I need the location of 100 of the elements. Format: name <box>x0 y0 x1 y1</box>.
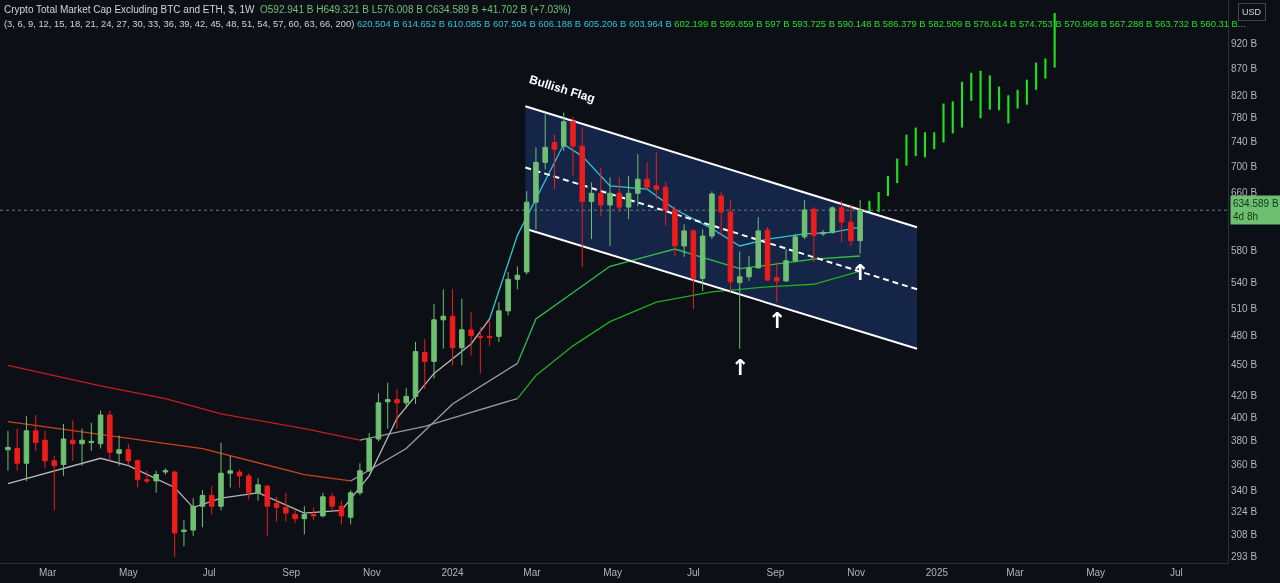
candlestick <box>635 153 641 207</box>
candlestick <box>616 176 623 213</box>
bar <box>988 75 991 110</box>
y-tick-label: 510 B <box>1231 302 1258 314</box>
candlestick <box>97 410 104 450</box>
candlestick <box>329 492 335 511</box>
bar <box>923 132 927 158</box>
candlestick <box>644 161 650 190</box>
candlestick <box>811 206 817 263</box>
x-tick-label: Jul <box>1169 567 1183 578</box>
candlestick <box>746 255 752 282</box>
candlestick <box>338 500 345 525</box>
y-tick-label: 400 B <box>1231 411 1258 423</box>
candlestick <box>88 422 95 452</box>
candlestick <box>5 430 11 472</box>
line-series <box>7 364 361 441</box>
candlestick <box>736 250 743 350</box>
candlestick <box>773 261 780 303</box>
x-tick-label: May <box>118 567 138 578</box>
candlestick <box>579 127 586 268</box>
candlestick <box>162 467 169 476</box>
candlestick <box>292 509 298 524</box>
candlestick <box>514 265 521 290</box>
candlestick <box>848 203 854 247</box>
y-tick-label: 293 B <box>1231 551 1258 563</box>
candlestick <box>533 146 539 230</box>
candlestick <box>236 468 243 488</box>
candlestick <box>431 303 437 380</box>
x-tick-label: May <box>1086 567 1106 578</box>
candlestick <box>181 519 187 547</box>
y-tick-label: 580 B <box>1231 245 1258 257</box>
candlestick <box>792 233 799 263</box>
candlestick <box>134 459 141 488</box>
candlestick <box>440 288 447 350</box>
candlestick <box>727 198 734 293</box>
candlestick <box>690 228 697 310</box>
y-tick-label: 870 B <box>1231 63 1258 75</box>
bar <box>998 86 1001 111</box>
candlestick <box>320 492 326 518</box>
x-tick-label: Nov <box>362 567 381 578</box>
candlestick <box>560 112 567 152</box>
bar <box>896 158 899 184</box>
candlestick <box>375 392 382 442</box>
y-tick-label: 660 B <box>1231 187 1258 199</box>
y-tick-label: 450 B <box>1231 358 1258 370</box>
y-tick-label: 340 B <box>1231 484 1258 496</box>
candlestick <box>384 382 391 430</box>
y-tick-label: 380 B <box>1231 434 1258 446</box>
candlestick <box>347 489 354 525</box>
candlestick <box>598 167 604 217</box>
x-tick-label: Nov <box>847 567 866 578</box>
y-tick-label: 920 B <box>1231 38 1258 50</box>
y-tick-label: 324 B <box>1231 506 1258 518</box>
candlestick <box>829 205 836 235</box>
text: (3, 6, 9, 12, 15, 18, 21, 24, 27, 30, 33, 36, 39, 42, 45, 48, 51, 54, 57, 60, 63, 66, 200) <box>4 18 355 29</box>
y-tick-label: 480 B <box>1231 329 1258 341</box>
candlestick <box>190 497 196 537</box>
annotation: 620.504 B 614.652 B 610.085 B 607.504 B 606.188 B 605.206 B 603.964 B <box>356 18 672 29</box>
bar <box>1016 89 1019 109</box>
candlestick <box>486 320 493 347</box>
bar <box>942 103 945 143</box>
candlestick <box>542 113 548 170</box>
candlestick <box>208 485 215 515</box>
candlestick <box>662 181 669 227</box>
line-series <box>350 362 519 482</box>
x-tick-label: Sep <box>282 567 301 578</box>
candlestick <box>764 226 771 282</box>
x-tick-label: Mar <box>523 567 542 578</box>
candlestick <box>366 432 372 473</box>
candlestick <box>283 492 289 523</box>
candlestick <box>477 326 484 374</box>
candlestick <box>246 472 252 500</box>
bar <box>877 191 880 213</box>
x-tick-label: Mar <box>39 567 57 578</box>
candlestick <box>607 176 613 247</box>
y-tick-label: 820 B <box>1231 89 1258 101</box>
line-series <box>7 421 352 482</box>
candlestick <box>783 248 789 283</box>
text: USD <box>1242 7 1262 17</box>
bar <box>1007 95 1010 124</box>
bar <box>960 81 964 128</box>
candlestick <box>625 175 632 220</box>
candlestick <box>171 470 178 558</box>
candlestick <box>153 470 159 494</box>
y-tick-label: 780 B <box>1231 112 1258 124</box>
candlestick <box>459 298 465 366</box>
candlestick <box>718 191 724 237</box>
bar <box>933 132 936 150</box>
candlestick <box>394 388 400 430</box>
y-tick-label: 700 B <box>1231 160 1258 172</box>
annotation: ↑ <box>731 355 750 380</box>
candlestick <box>301 505 308 535</box>
candlestick <box>523 190 530 275</box>
candlestick <box>273 496 280 523</box>
candlestick <box>32 414 39 452</box>
candlestick <box>672 205 678 258</box>
candlestick <box>144 470 150 485</box>
candlestick <box>42 430 48 469</box>
candlestick <box>570 116 576 177</box>
annotation: 602.199 B 599.859 B 597 B 593.725 B 590.148 B 586.379 B 582.509 B 578.614 B 574.753 B 570.968 B 567.288 B 563.732 B 560.31 B... <box>674 18 1246 29</box>
